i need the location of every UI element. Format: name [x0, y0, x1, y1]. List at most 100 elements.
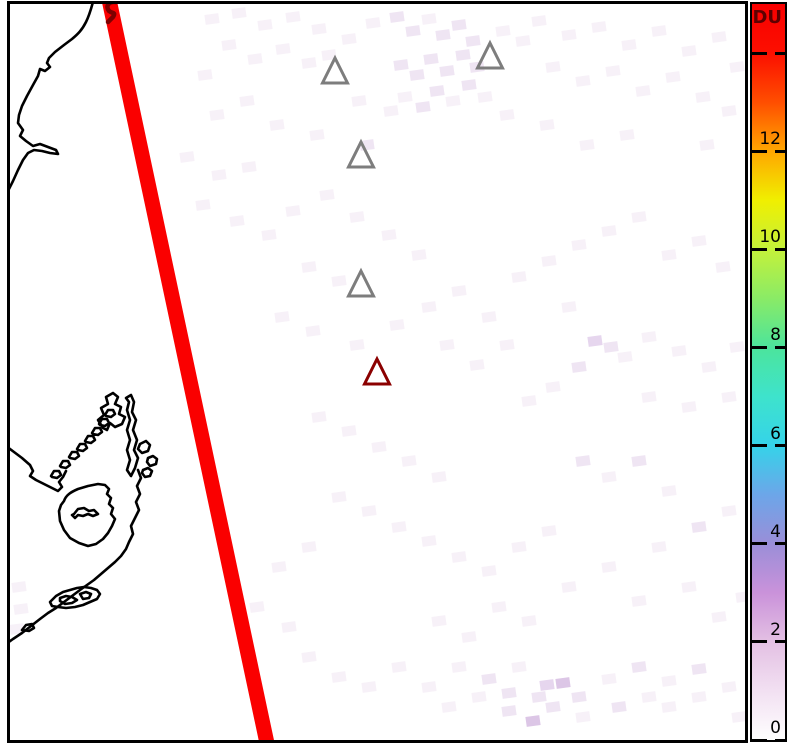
data-pixel — [461, 631, 477, 643]
data-pixel — [241, 161, 257, 173]
data-pixel — [661, 701, 677, 713]
data-pixel — [631, 595, 647, 607]
colorbar-tick — [775, 738, 785, 740]
data-pixel — [321, 49, 337, 61]
colorbar-tick — [752, 640, 768, 644]
data-pixel — [349, 339, 365, 351]
data-pixel — [221, 39, 237, 51]
data-pixel — [389, 319, 405, 331]
data-pixel — [305, 325, 321, 337]
data-pixel — [341, 425, 357, 437]
data-pixel — [661, 675, 677, 687]
data-pixel — [195, 199, 211, 211]
data-pixel — [421, 681, 437, 693]
data-pixel — [525, 715, 541, 727]
island-inner-lake — [70, 506, 100, 520]
data-pixel — [695, 91, 711, 103]
data-pixel — [301, 261, 317, 273]
map-plot — [10, 4, 745, 740]
data-pixel — [539, 679, 555, 691]
data-pixel — [421, 301, 437, 313]
data-pixel — [309, 129, 325, 141]
islet-cluster — [48, 585, 102, 610]
volcano-marker-layer — [320, 39, 505, 386]
volcano-marker-active — [362, 355, 392, 386]
data-pixel — [511, 271, 527, 283]
data-pixel — [575, 75, 591, 87]
data-pixel — [631, 455, 647, 467]
data-pixel — [481, 673, 497, 685]
data-pixel — [499, 109, 515, 121]
data-pixel — [365, 17, 381, 29]
data-pixel — [391, 521, 407, 533]
volcano-marker-inactive — [475, 39, 505, 70]
colorbar-tick — [775, 640, 785, 644]
data-pixel — [465, 35, 481, 47]
data-pixel — [431, 615, 447, 627]
volcano-marker-inactive — [346, 267, 376, 298]
colorbar: DU 12 10 8 6 4 2 0 — [750, 2, 787, 742]
colorbar-tick — [775, 51, 785, 55]
data-pixel — [601, 225, 617, 237]
data-pixel — [539, 119, 555, 131]
data-pixel — [247, 53, 263, 65]
data-pixel — [451, 285, 467, 297]
data-pixel — [389, 11, 405, 23]
data-pixel — [311, 411, 327, 423]
data-pixel — [681, 581, 697, 593]
colorbar-tick — [775, 542, 785, 546]
data-pixel — [397, 91, 413, 103]
data-pixel — [501, 705, 517, 717]
data-pixel — [455, 49, 471, 61]
data-pixel — [274, 311, 290, 323]
data-pixel — [735, 591, 745, 603]
data-pixel — [651, 541, 667, 553]
data-pixel — [665, 71, 681, 83]
data-pixel — [281, 621, 297, 633]
data-pixel — [545, 701, 561, 713]
data-pixel — [423, 53, 439, 65]
volcano-marker-inactive — [346, 138, 376, 169]
colorbar-tick-label: 6 — [770, 423, 781, 444]
data-pixel — [477, 91, 493, 103]
data-pixel — [391, 661, 407, 673]
data-pixel — [11, 581, 27, 593]
data-pixel — [261, 229, 277, 241]
data-pixel — [257, 19, 273, 31]
data-pixel — [13, 603, 29, 615]
data-pixel — [209, 109, 225, 121]
data-pixel — [631, 661, 647, 673]
data-pixel — [661, 485, 677, 497]
data-pixel — [179, 151, 195, 163]
colorbar-tick — [752, 149, 768, 153]
data-pixel — [319, 189, 335, 201]
data-pixel — [579, 139, 595, 151]
coastline-northwest — [10, 4, 94, 190]
colorbar-tick — [752, 51, 768, 55]
data-pixel — [691, 691, 707, 703]
data-pixel — [711, 31, 727, 43]
data-pixel — [409, 69, 425, 81]
data-pixel — [301, 541, 317, 553]
data-pixel — [651, 25, 667, 37]
data-pixel — [285, 11, 301, 23]
data-pixel — [561, 29, 577, 41]
data-pixel — [617, 351, 633, 363]
data-pixel — [641, 391, 657, 403]
data-pixel — [411, 249, 427, 261]
data-pixel — [571, 691, 587, 703]
data-pixel — [421, 535, 437, 547]
data-pixel — [231, 7, 247, 19]
data-pixel — [571, 361, 587, 373]
peninsula-jagged — [96, 391, 127, 432]
data-pixel — [383, 105, 399, 117]
big-island — [57, 482, 117, 548]
data-pixel — [711, 611, 727, 623]
coastline-descending — [10, 468, 143, 643]
data-pixel — [469, 359, 485, 371]
data-pixel-layer — [10, 7, 745, 727]
data-pixel — [445, 95, 461, 107]
data-pixel — [603, 341, 619, 353]
data-pixel — [671, 345, 687, 357]
data-pixel — [331, 491, 347, 503]
